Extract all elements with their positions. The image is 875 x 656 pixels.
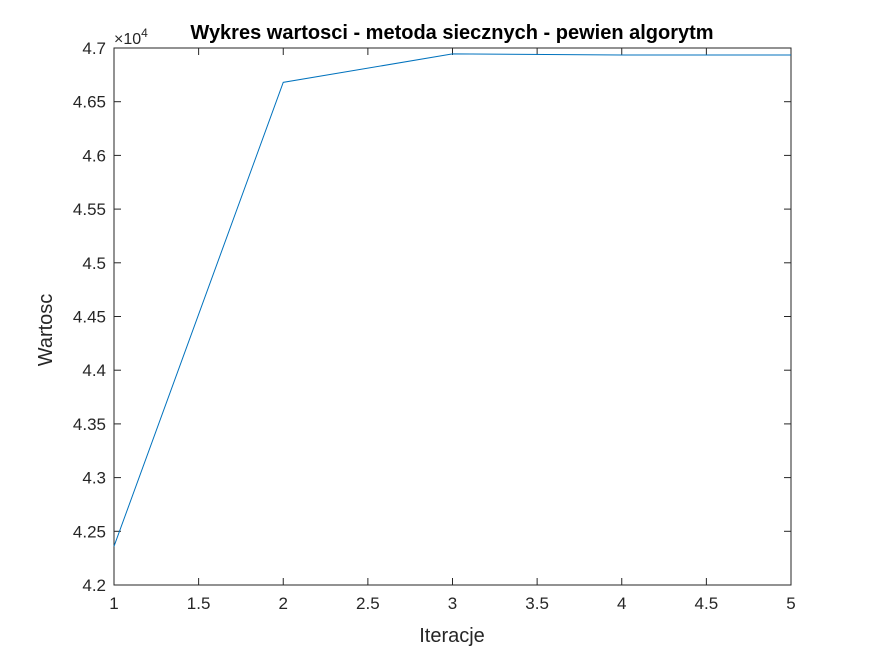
- y-tick-label: 4.45: [73, 308, 106, 327]
- x-tick-label: 4: [617, 594, 626, 613]
- y-tick-label: 4.5: [82, 254, 106, 273]
- y-tick-label: 4.6: [82, 146, 106, 165]
- y-tick-label: 4.35: [73, 415, 106, 434]
- y-tick-label: 4.2: [82, 576, 106, 595]
- axes-box: [113, 47, 792, 586]
- y-tick-label: 4.65: [73, 93, 106, 112]
- x-tick-label: 2: [279, 594, 288, 613]
- y-tick-label: 4.25: [73, 522, 106, 541]
- series-layer: [113, 53, 791, 547]
- y-tick-label: 4.7: [82, 39, 106, 58]
- x-tick-label: 5: [786, 594, 795, 613]
- x-axis-label: Iteracje: [419, 625, 485, 647]
- x-tick-label: 1: [109, 594, 118, 613]
- y-axis-label: Wartosc: [35, 294, 57, 367]
- x-tick-label: 3: [448, 594, 457, 613]
- y-tick-label: 4.3: [82, 469, 106, 488]
- series-line: [113, 53, 791, 547]
- y-tick-label: 4.55: [73, 200, 106, 219]
- x-tick-label: 4.5: [695, 594, 719, 613]
- y-tick-label: 4.4: [82, 361, 106, 380]
- x-tick-label: 1.5: [187, 594, 211, 613]
- y-exponent-label: ×104: [114, 26, 148, 48]
- y-ticks: 4.2 4.25 4.3 4.35 4.4 4.45 4.5 4.55 4.6 4.65 4.7: [73, 39, 791, 595]
- x-tick-label: 2.5: [356, 594, 380, 613]
- x-ticks: 1 1.5 2 2.5 3 3.5 4 4.5 5: [109, 48, 796, 613]
- chart-title: Wykres wartosci - metoda siecznych - pew…: [190, 22, 713, 44]
- x-tick-label: 3.5: [525, 594, 549, 613]
- plot-area: 1 1.5 2 2.5 3 3.5 4 4.5 5 4.24.254.34.354.44.454…: [73, 39, 796, 613]
